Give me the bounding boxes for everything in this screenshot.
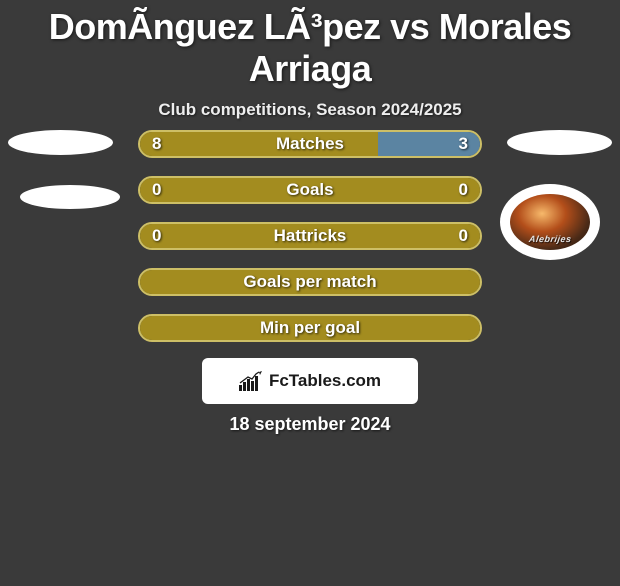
date-text: 18 september 2024 [0, 414, 620, 435]
subtitle: Club competitions, Season 2024/2025 [0, 100, 620, 120]
team-badge-right: Alebrijes [500, 184, 600, 260]
attribution-box: FcTables.com [202, 358, 418, 404]
player-right-avatar-placeholder [507, 130, 612, 155]
bar-segment-right [310, 224, 480, 248]
title: DomÃ­nguez LÃ³pez vs Morales Arriaga [0, 6, 620, 90]
stat-bar: Matches83 [138, 130, 482, 158]
stat-bar: Goals00 [138, 176, 482, 204]
stat-bar: Min per goal [138, 314, 482, 342]
bar-segment-left [140, 178, 310, 202]
bar-segment-left [140, 270, 480, 294]
bar-value-left: 8 [152, 134, 161, 154]
stat-bar: Goals per match [138, 268, 482, 296]
bar-segment-right [310, 178, 480, 202]
team-badge-text: Alebrijes [528, 234, 572, 244]
chart-icon [239, 371, 263, 391]
bar-value-left: 0 [152, 226, 161, 246]
stat-bar: Hattricks00 [138, 222, 482, 250]
bar-value-right: 0 [459, 226, 468, 246]
attribution-text: FcTables.com [269, 371, 381, 391]
bar-segment-left [140, 224, 310, 248]
team-badge-graphic: Alebrijes [510, 194, 590, 250]
player-left-avatar-placeholder-2 [20, 185, 120, 209]
player-left-avatar-placeholder-1 [8, 130, 113, 155]
bar-value-right: 3 [459, 134, 468, 154]
bar-value-right: 0 [459, 180, 468, 200]
comparison-bars: Matches83Goals00Hattricks00Goals per mat… [138, 130, 482, 360]
bar-segment-left [140, 132, 378, 156]
bar-value-left: 0 [152, 180, 161, 200]
bar-segment-left [140, 316, 480, 340]
